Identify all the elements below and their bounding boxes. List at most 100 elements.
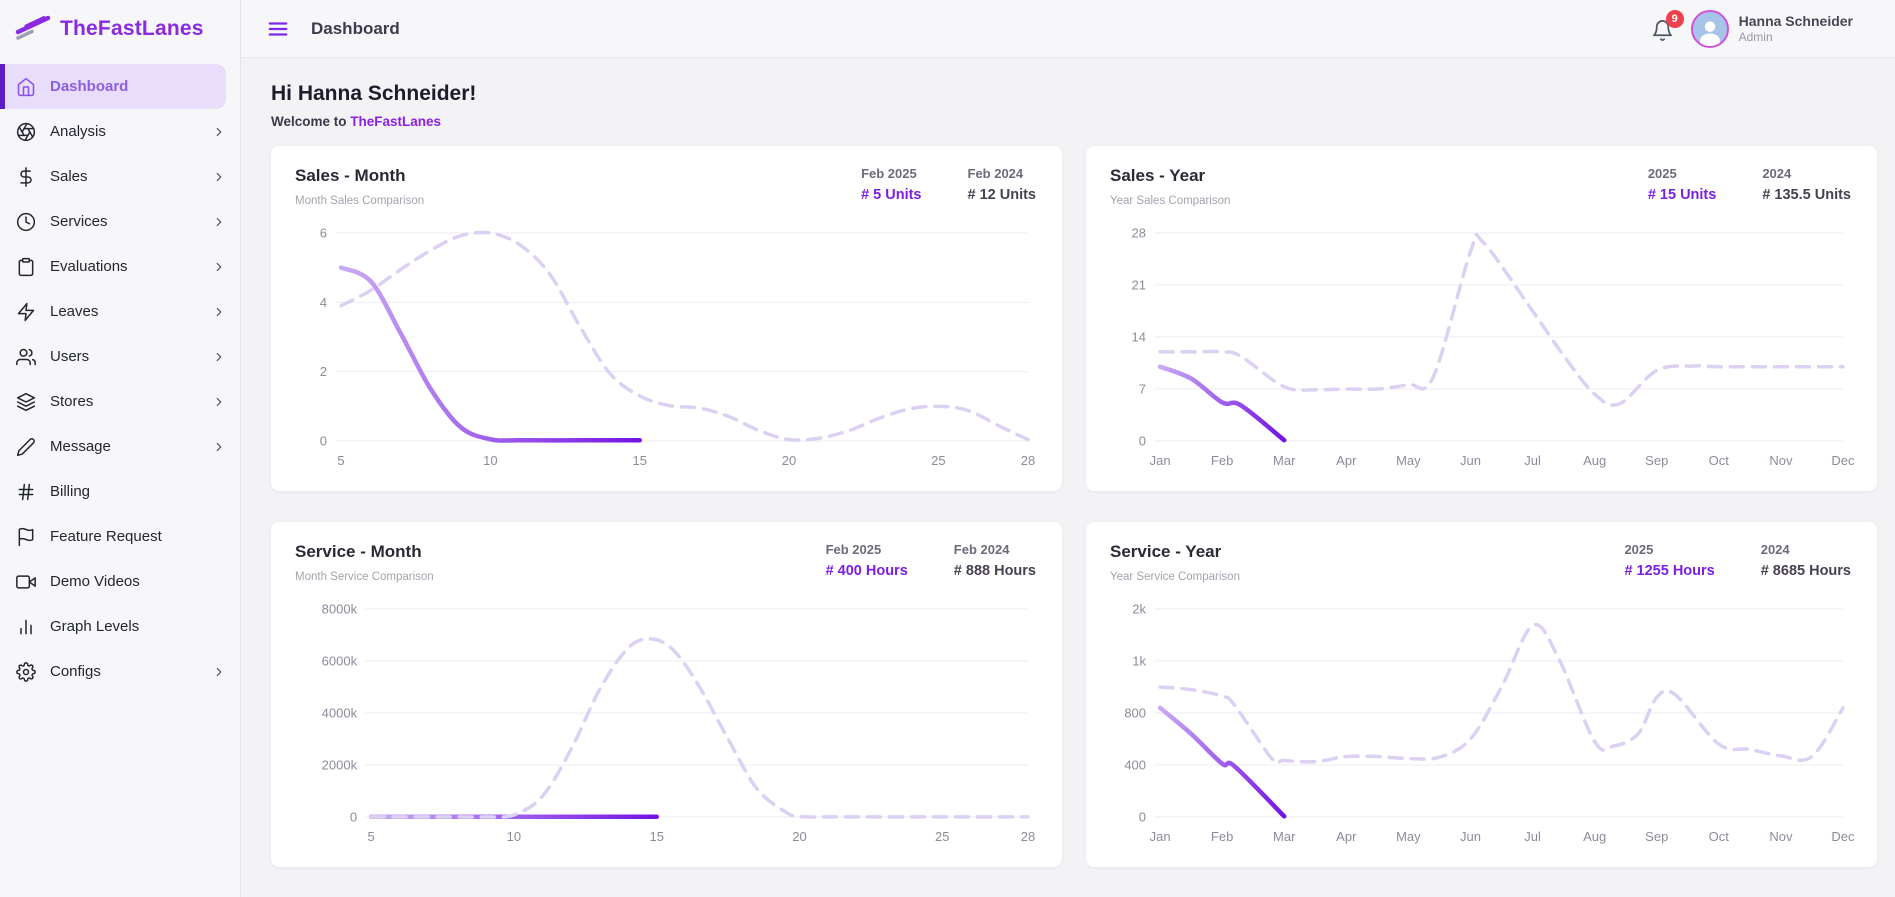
card-header: Service - Year Year Service Comparison 2… xyxy=(1110,542,1853,583)
pen-icon xyxy=(16,437,36,457)
card-stats: 2025 # 15 Units 2024 # 135.5 Units xyxy=(1648,166,1853,203)
avatar xyxy=(1690,9,1729,48)
sidebar-item-label: Billing xyxy=(50,483,91,500)
svg-text:4: 4 xyxy=(320,295,327,310)
stat-label: 2025 xyxy=(1647,166,1677,181)
video-icon xyxy=(16,572,36,592)
card-header: Sales - Year Year Sales Comparison 2025 … xyxy=(1110,166,1853,207)
chevron-right-icon xyxy=(212,350,226,364)
sidebar-item-leaves[interactable]: Leaves xyxy=(0,289,240,334)
svg-text:10: 10 xyxy=(507,829,521,844)
greeting-title: Hi Hanna Schneider! xyxy=(271,82,477,105)
svg-text:6: 6 xyxy=(320,226,327,241)
clipboard-icon xyxy=(16,257,36,277)
sidebar-item-graph-levels[interactable]: Graph Levels xyxy=(0,604,240,649)
stat-label: 2025 xyxy=(1624,542,1654,557)
notifications-button[interactable]: 9 xyxy=(1651,9,1684,42)
sidebar-item-label: Message xyxy=(50,438,111,455)
card-title-block: Service - Year Year Service Comparison xyxy=(1110,542,1240,583)
card-subtitle: Year Service Comparison xyxy=(1110,571,1240,583)
stat-current: Feb 2025 # 400 Hours xyxy=(826,542,908,579)
card-sales-month: Sales - Month Month Sales Comparison Feb… xyxy=(271,146,1062,491)
card-subtitle: Month Service Comparison xyxy=(295,571,434,583)
card-stats: 2025 # 1255 Hours 2024 # 8685 Hours xyxy=(1624,542,1853,579)
sidebar-item-demo-videos[interactable]: Demo Videos xyxy=(0,559,240,604)
user-menu[interactable]: Hanna Schneider Admin xyxy=(1690,9,1853,48)
sidebar-item-users[interactable]: Users xyxy=(0,334,240,379)
stat-current: 2025 # 1255 Hours xyxy=(1624,542,1714,579)
sidebar-item-evaluations[interactable]: Evaluations xyxy=(0,244,240,289)
svg-text:25: 25 xyxy=(931,453,945,468)
chevron-right-icon xyxy=(212,125,226,139)
card-service-year: Service - Year Year Service Comparison 2… xyxy=(1086,522,1877,867)
chevron-right-icon xyxy=(212,260,226,274)
stat-value: # 8685 Hours xyxy=(1760,563,1851,579)
svg-text:Mar: Mar xyxy=(1273,453,1296,468)
stat-label: Feb 2025 xyxy=(861,166,917,181)
sidebar-item-message[interactable]: Message xyxy=(0,424,240,469)
card-stats: Feb 2025 # 5 Units Feb 2024 # 12 Units xyxy=(861,166,1038,203)
svg-text:10: 10 xyxy=(483,453,497,468)
chevron-right-icon xyxy=(212,440,226,454)
svg-text:Feb: Feb xyxy=(1211,829,1233,844)
svg-text:15: 15 xyxy=(632,453,646,468)
svg-text:Aug: Aug xyxy=(1583,829,1606,844)
stat-previous: 2024 # 8685 Hours xyxy=(1761,542,1851,579)
stat-value: # 1255 Hours xyxy=(1624,563,1715,579)
brand-link[interactable]: TheFastLanes xyxy=(350,114,442,129)
user-name: Hanna Schneider xyxy=(1738,12,1853,29)
sidebar-item-services[interactable]: Services xyxy=(0,199,240,244)
stat-current: Feb 2025 # 5 Units xyxy=(861,166,921,203)
svg-text:May: May xyxy=(1396,453,1421,468)
sidebar-item-label: Evaluations xyxy=(50,258,128,275)
sidebar-item-feature-request[interactable]: Feature Request xyxy=(0,514,240,559)
sidebar-item-analysis[interactable]: Analysis xyxy=(0,109,240,154)
flag-icon xyxy=(16,527,36,547)
svg-text:Jun: Jun xyxy=(1460,829,1481,844)
home-icon xyxy=(16,77,36,97)
sidebar-item-sales[interactable]: Sales xyxy=(0,154,240,199)
sidebar-item-label: Feature Request xyxy=(50,528,162,545)
card-subtitle: Year Sales Comparison xyxy=(1110,195,1231,207)
sidebar-item-label: Stores xyxy=(50,393,94,410)
users-icon xyxy=(16,347,36,367)
notification-badge: 9 xyxy=(1665,9,1684,28)
svg-text:Jun: Jun xyxy=(1460,453,1481,468)
svg-text:Sep: Sep xyxy=(1645,829,1668,844)
svg-text:Feb: Feb xyxy=(1211,453,1233,468)
card-sales-year: Sales - Year Year Sales Comparison 2025 … xyxy=(1086,146,1877,491)
stat-value: # 888 Hours xyxy=(953,563,1036,579)
sidebar-menu: Dashboard Analysis Sales S xyxy=(0,58,240,694)
dollar-icon xyxy=(16,166,36,187)
sidebar-item-stores[interactable]: Stores xyxy=(0,379,240,424)
card-header: Sales - Month Month Sales Comparison Feb… xyxy=(295,166,1038,207)
card-stats: Feb 2025 # 400 Hours Feb 2024 # 888 Hour… xyxy=(826,542,1038,579)
sidebar-item-label: Services xyxy=(50,213,108,230)
topbar: Dashboard 9 Hanna Schneider Admin xyxy=(241,0,1895,58)
sidebar-item-label: Sales xyxy=(50,168,88,185)
sidebar-item-label: Graph Levels xyxy=(50,618,140,635)
stat-value: # 5 Units xyxy=(861,187,922,203)
sidebar-item-configs[interactable]: Configs xyxy=(0,649,240,694)
svg-text:2000k: 2000k xyxy=(322,758,358,773)
svg-text:1k: 1k xyxy=(1132,654,1146,669)
svg-text:0: 0 xyxy=(1139,434,1146,449)
sidebar-item-billing[interactable]: Billing xyxy=(0,469,240,514)
svg-text:2k: 2k xyxy=(1132,602,1146,617)
stat-current: 2025 # 15 Units xyxy=(1648,166,1717,203)
svg-text:7: 7 xyxy=(1139,382,1146,397)
stat-value: # 135.5 Units xyxy=(1762,187,1851,203)
brand-logo[interactable]: TheFastLanes xyxy=(0,0,240,58)
line-chart-service-year: 0 400 800 1k 2k Jan Feb Mar Apr May Jun Jul Aug Sep Oc… xyxy=(1124,602,1855,844)
menu-toggle-icon[interactable] xyxy=(267,18,289,40)
svg-text:Jul: Jul xyxy=(1524,453,1541,468)
sidebar-item-dashboard[interactable]: Dashboard xyxy=(0,64,226,109)
svg-text:Apr: Apr xyxy=(1336,453,1357,468)
sidebar-item-label: Leaves xyxy=(50,303,99,320)
stat-label: 2024 xyxy=(1760,542,1790,557)
svg-text:0: 0 xyxy=(320,434,327,449)
card-title: Sales - Month xyxy=(295,166,406,185)
svg-text:400: 400 xyxy=(1124,758,1146,773)
svg-text:Dec: Dec xyxy=(1831,829,1855,844)
svg-text:4000k: 4000k xyxy=(322,706,358,721)
